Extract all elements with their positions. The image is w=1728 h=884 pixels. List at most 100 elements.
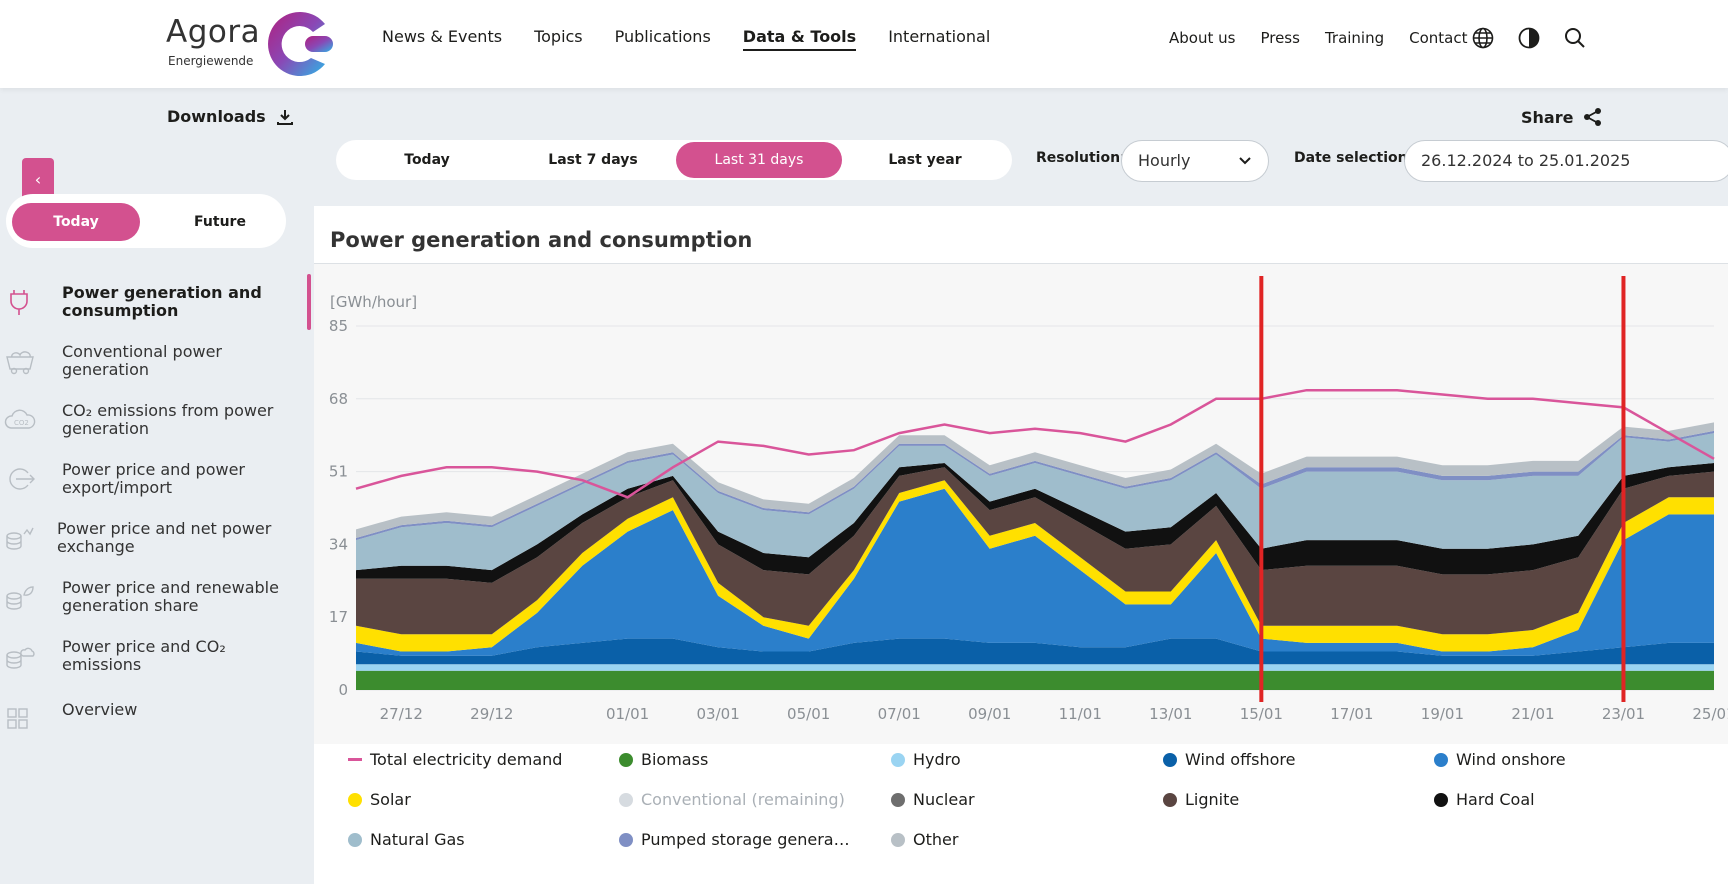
x-tick-label: 03/01 <box>697 705 740 723</box>
legend-item[interactable]: Other <box>891 830 958 849</box>
legend-item[interactable]: Total electricity demand <box>348 750 562 769</box>
legend-item[interactable]: Hydro <box>891 750 961 769</box>
legend-swatch <box>1163 752 1177 767</box>
legend-swatch <box>348 792 362 807</box>
tab-last-31-days[interactable]: Last 31 days <box>676 142 842 178</box>
top-header: Agora Energiewende News & Events Topics … <box>0 0 1728 88</box>
legend-swatch <box>1163 792 1177 807</box>
sidebar-item-label: Power price and power export/import <box>62 460 246 497</box>
x-tick-label: 11/01 <box>1059 705 1102 723</box>
legend-item[interactable]: Solar <box>348 790 411 809</box>
area-lignite <box>356 467 1714 635</box>
date-selection-value: 26.12.2024 to 25.01.2025 <box>1421 151 1631 170</box>
sidebar-item-net-exchange[interactable]: Power price and net power exchange <box>0 520 310 560</box>
sidebar-item-conventional[interactable]: Conventional power generation <box>0 343 310 383</box>
legend-label: Wind onshore <box>1456 750 1566 769</box>
legend-swatch <box>619 752 633 767</box>
legend-item[interactable]: Wind onshore <box>1434 750 1566 769</box>
chevron-down-icon <box>1239 157 1251 165</box>
share-label: Share <box>1521 107 1574 127</box>
sidebar-item-label: Conventional power generation <box>62 342 222 379</box>
legend-label: Nuclear <box>913 790 975 809</box>
y-tick-label: 17 <box>329 608 348 626</box>
sidebar-item-overview[interactable]: Overview <box>0 701 310 731</box>
legend-label: Lignite <box>1185 790 1240 809</box>
sidebar-item-label: CO₂ emissions from power generation <box>62 401 274 438</box>
sidebar-item-renewable-share[interactable]: Power price and renewable generation sha… <box>0 579 310 619</box>
legend-swatch <box>619 792 633 807</box>
sidebar-item-power-generation[interactable]: Power generation and consumption <box>0 284 310 324</box>
resolution-value: Hourly <box>1138 151 1191 170</box>
search-icon[interactable] <box>1564 27 1586 49</box>
legend-label: Conventional (remaining) <box>641 790 845 809</box>
x-tick-label: 13/01 <box>1149 705 1192 723</box>
x-tick-label: 27/12 <box>380 705 423 723</box>
mode-switch: Today Future <box>6 194 286 248</box>
legend-item[interactable]: Natural Gas <box>348 830 465 849</box>
tab-last-year[interactable]: Last year <box>888 152 962 168</box>
legend-swatch <box>348 758 362 761</box>
line-total-electricity-demand <box>355 388 1715 499</box>
share-button[interactable]: Share <box>1521 107 1603 127</box>
y-tick-label: 85 <box>329 317 348 335</box>
sidebar-item-label: Overview <box>62 700 138 719</box>
legend-swatch <box>1434 752 1448 767</box>
share-icon <box>1584 108 1602 126</box>
area-wind-offshore <box>356 638 1714 665</box>
legend-item[interactable]: Wind offshore <box>1163 750 1295 769</box>
nav-training[interactable]: Training <box>1324 29 1385 47</box>
legend-item[interactable]: Biomass <box>619 750 708 769</box>
sidebar-item-label: Power generation and consumption <box>62 283 262 320</box>
legend-item[interactable]: Lignite <box>1163 790 1239 809</box>
legend-label: Other <box>913 830 959 849</box>
sidebar-item-co2-emissions[interactable]: CO2 CO₂ emissions from power generation <box>0 402 310 442</box>
sidebar-item-export-import[interactable]: Power price and power export/import <box>0 461 310 501</box>
nav-topics[interactable]: Topics <box>534 27 583 46</box>
nav-international[interactable]: International <box>888 27 991 46</box>
nav-publications[interactable]: Publications <box>614 27 711 46</box>
y-tick-label: 68 <box>329 390 348 408</box>
x-tick-label: 29/12 <box>470 705 513 723</box>
mode-today[interactable]: Today <box>12 203 140 241</box>
sidebar-item-price-co2[interactable]: Power price and CO₂ emissions <box>0 638 310 678</box>
resolution-label: Resolution: <box>1036 150 1126 166</box>
exchange-icon <box>9 468 35 490</box>
legend-swatch <box>348 832 362 847</box>
legend-item[interactable]: Pumped storage genera… <box>619 830 850 849</box>
nav-press[interactable]: Press <box>1260 29 1300 47</box>
nav-data-tools[interactable]: Data & Tools <box>742 27 857 51</box>
x-tick-label: 21/01 <box>1511 705 1554 723</box>
mode-future[interactable]: Future <box>194 214 246 230</box>
legend-label: Total electricity demand <box>370 750 563 769</box>
x-tick-label: 09/01 <box>968 705 1011 723</box>
agora-logo[interactable]: Agora Energiewende <box>166 12 346 77</box>
downloads-button[interactable]: Downloads <box>167 107 294 126</box>
legend-item[interactable]: Conventional (remaining) <box>619 790 845 809</box>
resolution-select[interactable]: Hourly <box>1121 140 1269 182</box>
area-wind-onshore <box>356 488 1714 656</box>
date-selection-input[interactable]: 26.12.2024 to 25.01.2025 <box>1404 140 1728 182</box>
x-tick-label: 25/01 <box>1692 705 1728 723</box>
logo-wordmark: Agora <box>166 14 261 50</box>
area-hard-coal <box>356 463 1714 583</box>
co2-cloud-icon: CO2 <box>4 409 36 429</box>
y-tick-label: 51 <box>329 463 348 481</box>
nav-news-events[interactable]: News & Events <box>382 27 503 46</box>
legend-item[interactable]: Nuclear <box>891 790 975 809</box>
tab-last-7-days[interactable]: Last 7 days <box>548 152 638 168</box>
title-divider <box>314 263 1728 264</box>
legend-label: Natural Gas <box>370 830 465 849</box>
globe-icon[interactable] <box>1472 27 1494 49</box>
contrast-icon[interactable] <box>1518 27 1540 49</box>
logo-subtitle: Energiewende <box>168 54 254 68</box>
nav-about-us[interactable]: About us <box>1169 29 1236 47</box>
legend-item[interactable]: Hard Coal <box>1434 790 1535 809</box>
legend-label: Biomass <box>641 750 709 769</box>
x-tick-label: 07/01 <box>878 705 921 723</box>
nav-contact[interactable]: Contact <box>1409 29 1468 47</box>
tab-today[interactable]: Today <box>404 152 450 168</box>
stacked-area-chart[interactable]: [GWh/hour] 0 17 34 51 68 85 27/12 29/12 01/01 03/0… <box>314 264 1728 744</box>
x-tick-label: 19/01 <box>1421 705 1464 723</box>
coins-leaf-icon <box>6 586 34 610</box>
download-icon <box>276 109 293 125</box>
